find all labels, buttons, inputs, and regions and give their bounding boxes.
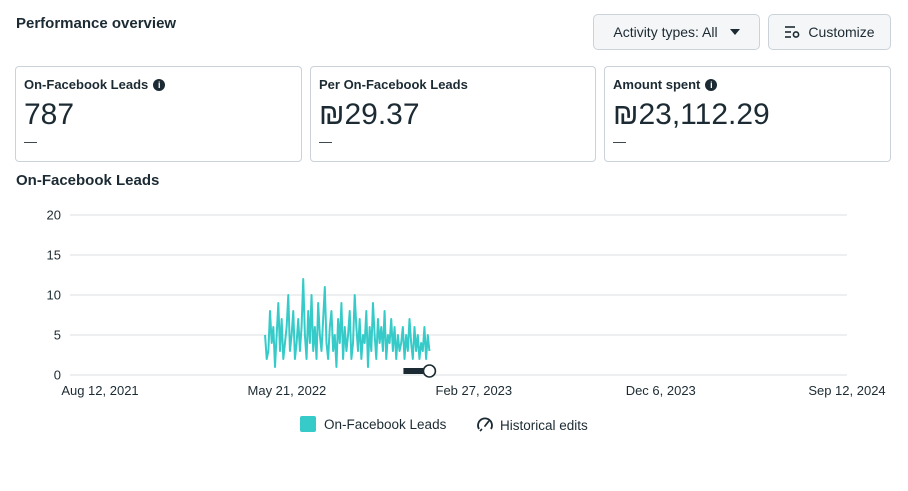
info-icon[interactable]: i xyxy=(705,78,718,91)
y-tick-label: 15 xyxy=(47,248,61,263)
caret-down-icon xyxy=(729,29,740,35)
metric-card-label: Amount spent i xyxy=(613,77,882,92)
leads-chart-svg: 0 5 10 15 20 Aug 12, 2021 May 21, 2022 Feb 27, … xyxy=(47,208,886,399)
legend-swatch xyxy=(300,416,316,432)
x-tick-label: Feb 27, 2023 xyxy=(436,383,513,398)
legend-item-leads[interactable]: On-Facebook Leads xyxy=(300,416,446,432)
y-tick-label: 10 xyxy=(47,288,61,303)
y-tick-label: 0 xyxy=(54,368,61,383)
metric-value: ₪29.37 xyxy=(319,98,420,131)
historical-edits-marker[interactable] xyxy=(403,364,437,378)
metric-value: 787 xyxy=(24,98,75,131)
metric-label-text: On-Facebook Leads xyxy=(24,77,149,92)
customize-button[interactable]: Customize xyxy=(768,14,891,50)
page-title: Performance overview xyxy=(16,15,177,32)
metric-card-leads: On-Facebook Leads i 787 — xyxy=(15,66,302,162)
metric-card-amount-spent: Amount spent i ₪23,112.29 — xyxy=(604,66,891,162)
metric-delta: — xyxy=(613,134,626,149)
info-icon[interactable]: i xyxy=(153,78,166,91)
legend-label: Historical edits xyxy=(500,417,588,433)
metric-label-text: Per On-Facebook Leads xyxy=(319,77,468,92)
metric-delta: — xyxy=(24,134,37,149)
metric-label-text: Amount spent xyxy=(613,77,701,92)
chart-section-title: On-Facebook Leads xyxy=(16,172,160,189)
y-tick-label: 20 xyxy=(47,208,61,223)
leads-chart: 0 5 10 15 20 Aug 12, 2021 May 21, 2022 Feb 27, … xyxy=(0,195,908,405)
activity-types-dropdown[interactable]: Activity types: All xyxy=(593,14,760,50)
historical-edits-icon xyxy=(477,417,493,432)
customize-label: Customize xyxy=(808,24,875,40)
legend-item-historical-edits[interactable]: Historical edits xyxy=(476,416,588,434)
activity-types-label: Activity types: All xyxy=(613,24,718,40)
customize-icon xyxy=(785,26,800,38)
x-tick-label: Dec 6, 2023 xyxy=(626,383,696,398)
metric-delta: — xyxy=(319,134,332,149)
x-tick-label: Aug 12, 2021 xyxy=(61,383,138,398)
metric-value: ₪23,112.29 xyxy=(613,98,770,131)
metric-card-label: Per On-Facebook Leads xyxy=(319,77,587,92)
metric-card-cost-per-lead: Per On-Facebook Leads ₪29.37 — xyxy=(310,66,596,162)
metric-card-label: On-Facebook Leads i xyxy=(24,77,293,92)
y-tick-label: 5 xyxy=(54,328,61,343)
x-tick-label: May 21, 2022 xyxy=(248,383,327,398)
series-line-leads[interactable] xyxy=(264,278,431,368)
legend-label: On-Facebook Leads xyxy=(324,416,447,432)
x-tick-label: Sep 12, 2024 xyxy=(808,383,885,398)
